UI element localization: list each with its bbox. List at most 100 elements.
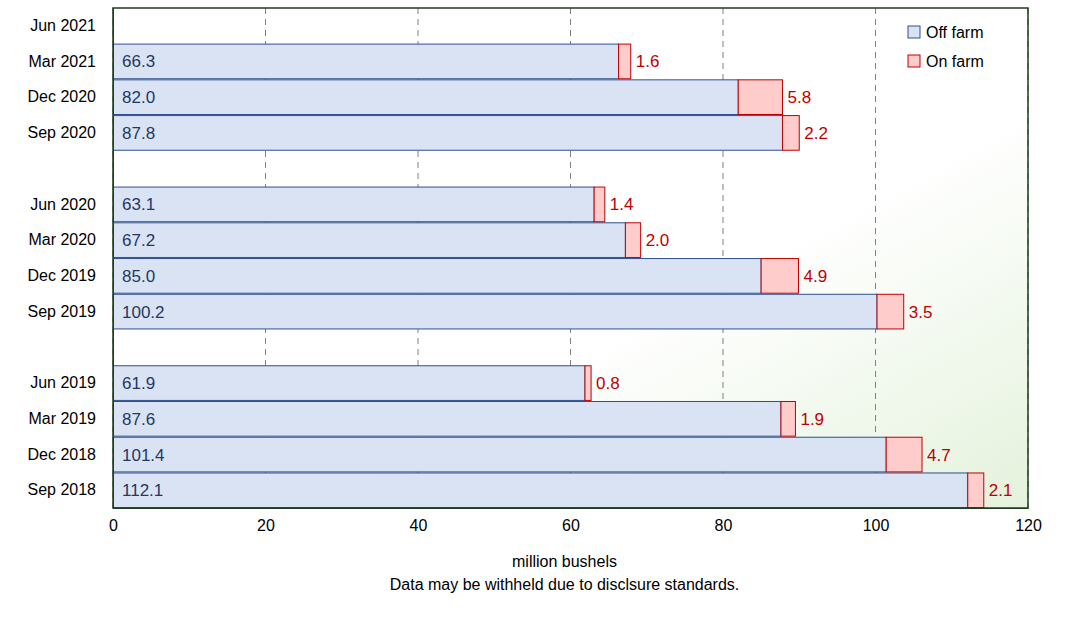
data-label: 112.1 xyxy=(122,481,163,500)
y-axis: Jun 2021 Mar 2021 Dec 2020 Sep 2020 Jun 2020… xyxy=(27,9,113,509)
tick: 20 xyxy=(257,508,275,534)
series-bars xyxy=(585,44,984,508)
tick-label: Jun 2021 xyxy=(30,17,96,34)
data-labels: 66.3 82.0 87.8 63.1 67.2 85.0 100.2 61.9 87.6 101… xyxy=(122,52,1012,500)
grid xyxy=(113,8,1028,508)
bar xyxy=(781,401,795,436)
tick-label: 0 xyxy=(109,517,118,534)
annotation: Data may be withheld due to disclsure st… xyxy=(390,576,740,593)
tick-label: Dec 2020 xyxy=(28,88,97,105)
data-label: 85.0 xyxy=(122,267,155,286)
tick: Mar 2020 xyxy=(28,231,113,248)
data-label: 66.3 xyxy=(122,52,155,71)
chart: 66.3 82.0 87.8 63.1 67.2 85.0 100.2 61.9 87.6 101… xyxy=(0,0,1087,637)
legend-label: Off farm xyxy=(926,24,984,41)
tick-label: 80 xyxy=(715,517,733,534)
data-label: 0.8 xyxy=(596,374,620,393)
tick-label: 40 xyxy=(410,517,428,534)
bar xyxy=(113,401,781,436)
data-label: 5.8 xyxy=(787,88,811,107)
tick: Mar 2021 xyxy=(28,53,113,70)
data-label: 100.2 xyxy=(122,303,165,322)
legend: Off farm On farm xyxy=(908,24,984,70)
tick-label: Jun 2020 xyxy=(30,196,96,213)
bar xyxy=(113,473,968,508)
legend-swatch xyxy=(908,55,920,67)
tick-label: Dec 2019 xyxy=(28,267,97,284)
tick-label: 100 xyxy=(863,517,890,534)
bar xyxy=(585,366,591,401)
bar xyxy=(761,259,798,294)
bar xyxy=(738,80,782,115)
tick: Mar 2019 xyxy=(28,410,113,427)
data-label: 4.7 xyxy=(927,446,951,465)
tick-label: Sep 2020 xyxy=(27,124,96,141)
bar xyxy=(113,80,738,115)
bar xyxy=(782,116,799,151)
bar xyxy=(113,223,625,258)
data-label: 1.4 xyxy=(610,195,634,214)
tick: 100 xyxy=(863,508,890,534)
x-axis: 0 20 40 60 80 100 120 xyxy=(109,508,1042,534)
bar xyxy=(594,187,605,222)
bar xyxy=(113,259,761,294)
legend-swatch xyxy=(908,26,920,38)
data-label: 2.1 xyxy=(989,481,1013,500)
grid-line xyxy=(875,8,876,508)
axis-line xyxy=(114,508,1029,509)
data-label: 2.2 xyxy=(804,124,828,143)
tick: 120 xyxy=(1015,508,1042,534)
axis-line xyxy=(113,9,114,509)
tick: Dec 2020 xyxy=(28,88,114,105)
tick-label: Mar 2020 xyxy=(28,231,96,248)
tick: Jun 2020 xyxy=(30,196,113,213)
tick: Sep 2019 xyxy=(27,303,113,320)
bar xyxy=(113,187,594,222)
tick-label: 20 xyxy=(257,517,275,534)
bar xyxy=(113,366,585,401)
bars xyxy=(113,44,984,508)
data-label: 87.6 xyxy=(122,410,155,429)
data-label: 63.1 xyxy=(122,195,155,214)
data-label: 61.9 xyxy=(122,374,155,393)
tick-label: Sep 2018 xyxy=(27,481,96,498)
tick: 80 xyxy=(715,508,733,534)
bar xyxy=(619,44,631,79)
plot-frame xyxy=(113,8,1028,508)
data-label: 1.6 xyxy=(636,52,660,71)
tick-label: 60 xyxy=(562,517,580,534)
data-label: 67.2 xyxy=(122,231,155,250)
legend-label: On farm xyxy=(926,53,984,70)
data-label: 3.5 xyxy=(909,303,933,322)
data-label: 87.8 xyxy=(122,124,155,143)
tick: 60 xyxy=(562,508,580,534)
bar xyxy=(625,223,640,258)
bar xyxy=(877,294,904,329)
data-label: 1.9 xyxy=(800,410,824,429)
tick-label: Jun 2019 xyxy=(30,374,96,391)
data-label: 101.4 xyxy=(122,446,165,465)
bar xyxy=(886,437,922,472)
tick: Jun 2019 xyxy=(30,374,113,391)
bar xyxy=(113,437,886,472)
tick-label: Sep 2019 xyxy=(27,303,96,320)
data-label: 82.0 xyxy=(122,88,155,107)
tick: Jun 2021 xyxy=(30,17,113,34)
tick: 0 xyxy=(109,508,118,534)
data-label: 2.0 xyxy=(646,231,670,250)
tick: 40 xyxy=(410,508,428,534)
plot-background xyxy=(113,8,1028,508)
series-bars xyxy=(113,44,968,508)
tick-label: Mar 2019 xyxy=(28,410,96,427)
tick: Dec 2018 xyxy=(28,446,114,463)
tick-label: Dec 2018 xyxy=(28,446,97,463)
bar xyxy=(113,294,877,329)
bar xyxy=(113,44,619,79)
tick: Sep 2020 xyxy=(27,124,113,141)
tick: Sep 2018 xyxy=(27,481,113,498)
tick: Dec 2019 xyxy=(28,267,114,284)
tick-label: 120 xyxy=(1015,517,1042,534)
axis-title: million bushels xyxy=(512,553,617,570)
bar xyxy=(968,473,984,508)
data-label: 4.9 xyxy=(803,267,827,286)
